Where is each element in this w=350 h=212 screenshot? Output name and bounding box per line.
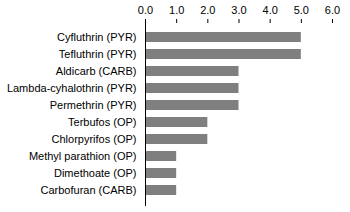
svg-text:Permethrin (PYR): Permethrin (PYR) <box>50 99 137 111</box>
svg-text:Methyl parathion (OP): Methyl parathion (OP) <box>29 150 137 162</box>
svg-text:1.0: 1.0 <box>169 4 184 16</box>
svg-text:0.0: 0.0 <box>138 4 153 16</box>
svg-text:6.0: 6.0 <box>325 4 340 16</box>
svg-text:3.0: 3.0 <box>231 4 246 16</box>
svg-text:Lambda-cyhalothrin (PYR): Lambda-cyhalothrin (PYR) <box>7 82 137 94</box>
svg-text:2.0: 2.0 <box>200 4 215 16</box>
svg-text:Tefluthrin (PYR): Tefluthrin (PYR) <box>59 48 137 60</box>
svg-text:5.0: 5.0 <box>294 4 309 16</box>
svg-text:Terbufos (OP): Terbufos (OP) <box>68 116 136 128</box>
svg-text:Chlorpyrifos (OP): Chlorpyrifos (OP) <box>52 133 137 145</box>
svg-text:4.0: 4.0 <box>263 4 278 16</box>
svg-text:Aldicarb (CARB): Aldicarb (CARB) <box>56 65 137 77</box>
svg-text:Carbofuran (CARB): Carbofuran (CARB) <box>41 184 137 196</box>
svg-text:Cyfluthrin (PYR): Cyfluthrin (PYR) <box>57 31 136 43</box>
svg-text:Dimethoate (OP): Dimethoate (OP) <box>54 167 137 179</box>
